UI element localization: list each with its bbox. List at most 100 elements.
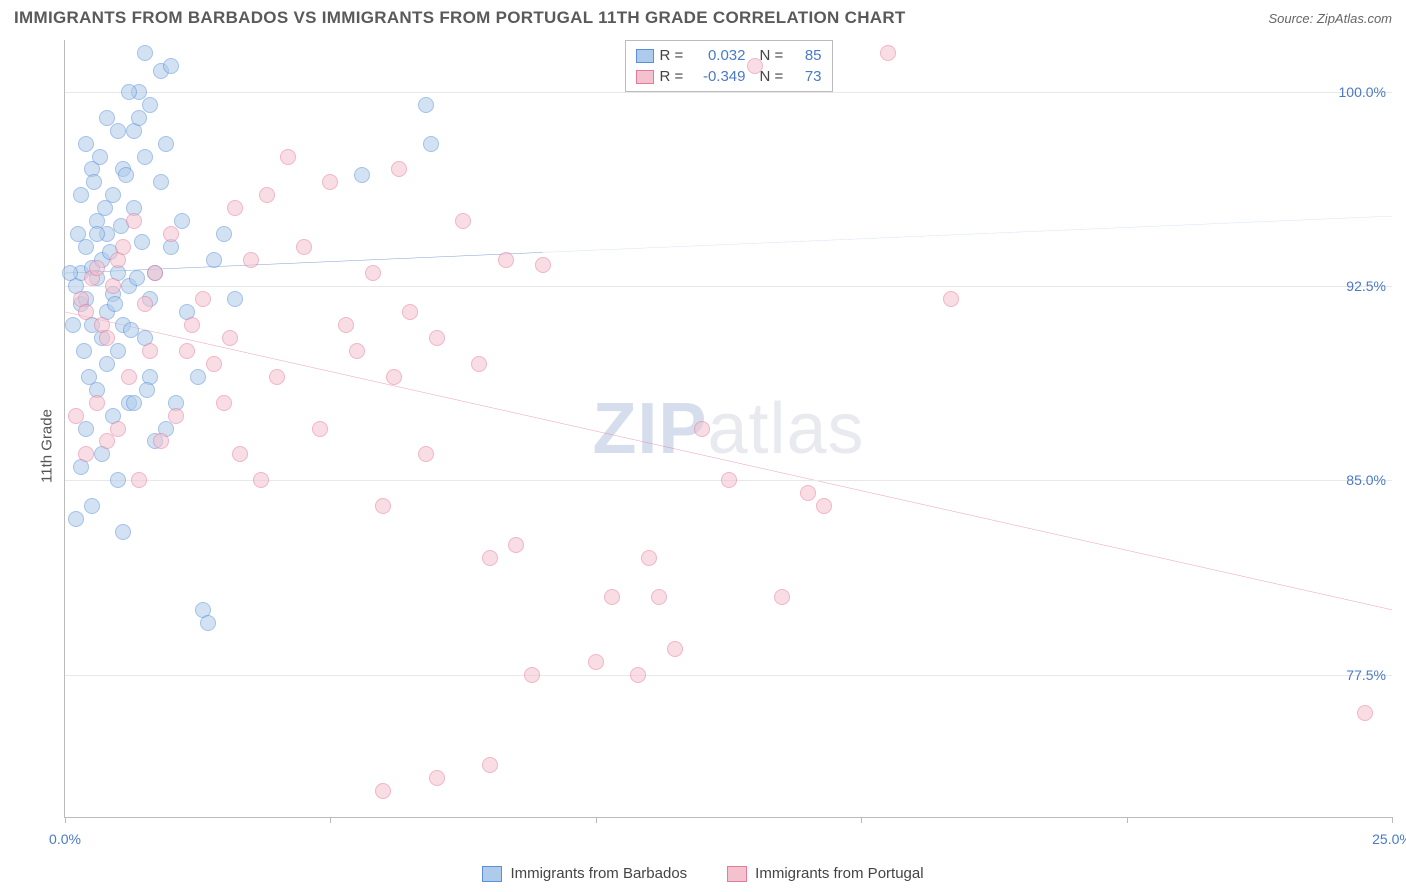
scatter-point	[694, 421, 710, 437]
scatter-point	[110, 421, 126, 437]
stats-r-label: R =	[660, 47, 688, 64]
scatter-point	[129, 270, 145, 286]
scatter-point	[232, 446, 248, 462]
gridline-h	[65, 92, 1392, 93]
scatter-point	[354, 167, 370, 183]
watermark-bold: ZIP	[592, 389, 707, 469]
scatter-point	[880, 45, 896, 61]
scatter-point	[1357, 705, 1373, 721]
scatter-point	[498, 252, 514, 268]
scatter-point	[322, 174, 338, 190]
bottom-legend: Immigrants from Barbados Immigrants from …	[0, 865, 1406, 882]
x-tick	[1392, 817, 1393, 823]
scatter-point	[86, 174, 102, 190]
chart-title: IMMIGRANTS FROM BARBADOS VS IMMIGRANTS F…	[14, 8, 906, 28]
scatter-point	[190, 369, 206, 385]
scatter-point	[89, 260, 105, 276]
scatter-point	[253, 472, 269, 488]
scatter-point	[105, 278, 121, 294]
scatter-point	[137, 149, 153, 165]
plot-container: ZIPatlas R =0.032N =85R =-0.349N =73 77.…	[50, 40, 1392, 832]
scatter-point	[84, 498, 100, 514]
x-tick	[1127, 817, 1128, 823]
stats-n-label: N =	[760, 47, 788, 64]
scatter-point	[163, 58, 179, 74]
legend-item: Immigrants from Barbados	[482, 865, 687, 882]
scatter-point	[134, 234, 150, 250]
scatter-point	[78, 446, 94, 462]
scatter-point	[206, 356, 222, 372]
watermark-rest: atlas	[707, 389, 864, 469]
scatter-point	[943, 291, 959, 307]
scatter-point	[280, 149, 296, 165]
scatter-point	[163, 226, 179, 242]
scatter-point	[259, 187, 275, 203]
scatter-point	[153, 433, 169, 449]
y-tick-label: 92.5%	[1346, 278, 1386, 294]
chart-source: Source: ZipAtlas.com	[1268, 11, 1392, 26]
scatter-point	[296, 239, 312, 255]
x-tick	[330, 817, 331, 823]
scatter-point	[99, 356, 115, 372]
scatter-point	[126, 395, 142, 411]
trend-line	[65, 312, 1392, 610]
stats-legend-box: R =0.032N =85R =-0.349N =73	[625, 40, 833, 92]
stats-n-value: 73	[794, 68, 822, 85]
scatter-point	[667, 641, 683, 657]
scatter-point	[68, 408, 84, 424]
scatter-point	[471, 356, 487, 372]
scatter-point	[110, 343, 126, 359]
scatter-point	[137, 45, 153, 61]
scatter-point	[227, 291, 243, 307]
scatter-point	[107, 296, 123, 312]
gridline-h	[65, 286, 1392, 287]
stats-row: R =0.032N =85	[636, 45, 822, 66]
scatter-point	[375, 498, 391, 514]
scatter-point	[184, 317, 200, 333]
scatter-point	[206, 252, 222, 268]
scatter-point	[179, 343, 195, 359]
x-tick	[861, 817, 862, 823]
x-tick-label: 0.0%	[49, 831, 81, 847]
scatter-point	[118, 167, 134, 183]
scatter-point	[99, 330, 115, 346]
legend-label: Immigrants from Barbados	[510, 865, 687, 882]
scatter-point	[721, 472, 737, 488]
y-tick-label: 100.0%	[1339, 84, 1386, 100]
scatter-point	[418, 97, 434, 113]
scatter-point	[110, 123, 126, 139]
plot-area: ZIPatlas R =0.032N =85R =-0.349N =73 77.…	[64, 40, 1392, 818]
scatter-point	[65, 317, 81, 333]
scatter-point	[62, 265, 78, 281]
scatter-point	[482, 550, 498, 566]
chart-header: IMMIGRANTS FROM BARBADOS VS IMMIGRANTS F…	[14, 8, 1392, 28]
scatter-point	[482, 757, 498, 773]
scatter-point	[200, 615, 216, 631]
scatter-point	[349, 343, 365, 359]
scatter-point	[508, 537, 524, 553]
scatter-point	[418, 446, 434, 462]
scatter-point	[78, 136, 94, 152]
y-tick-label: 77.5%	[1346, 667, 1386, 683]
scatter-point	[222, 330, 238, 346]
scatter-point	[131, 110, 147, 126]
scatter-point	[89, 226, 105, 242]
legend-label: Immigrants from Portugal	[755, 865, 923, 882]
stats-n-label: N =	[760, 68, 788, 85]
scatter-point	[524, 667, 540, 683]
stats-row: R =-0.349N =73	[636, 66, 822, 87]
scatter-point	[153, 174, 169, 190]
legend-item: Immigrants from Portugal	[727, 865, 923, 882]
scatter-point	[168, 408, 184, 424]
scatter-point	[386, 369, 402, 385]
scatter-point	[747, 58, 763, 74]
scatter-point	[139, 382, 155, 398]
scatter-point	[338, 317, 354, 333]
scatter-point	[312, 421, 328, 437]
scatter-point	[110, 472, 126, 488]
scatter-point	[227, 200, 243, 216]
scatter-point	[651, 589, 667, 605]
x-tick	[65, 817, 66, 823]
scatter-point	[92, 149, 108, 165]
scatter-point	[816, 498, 832, 514]
